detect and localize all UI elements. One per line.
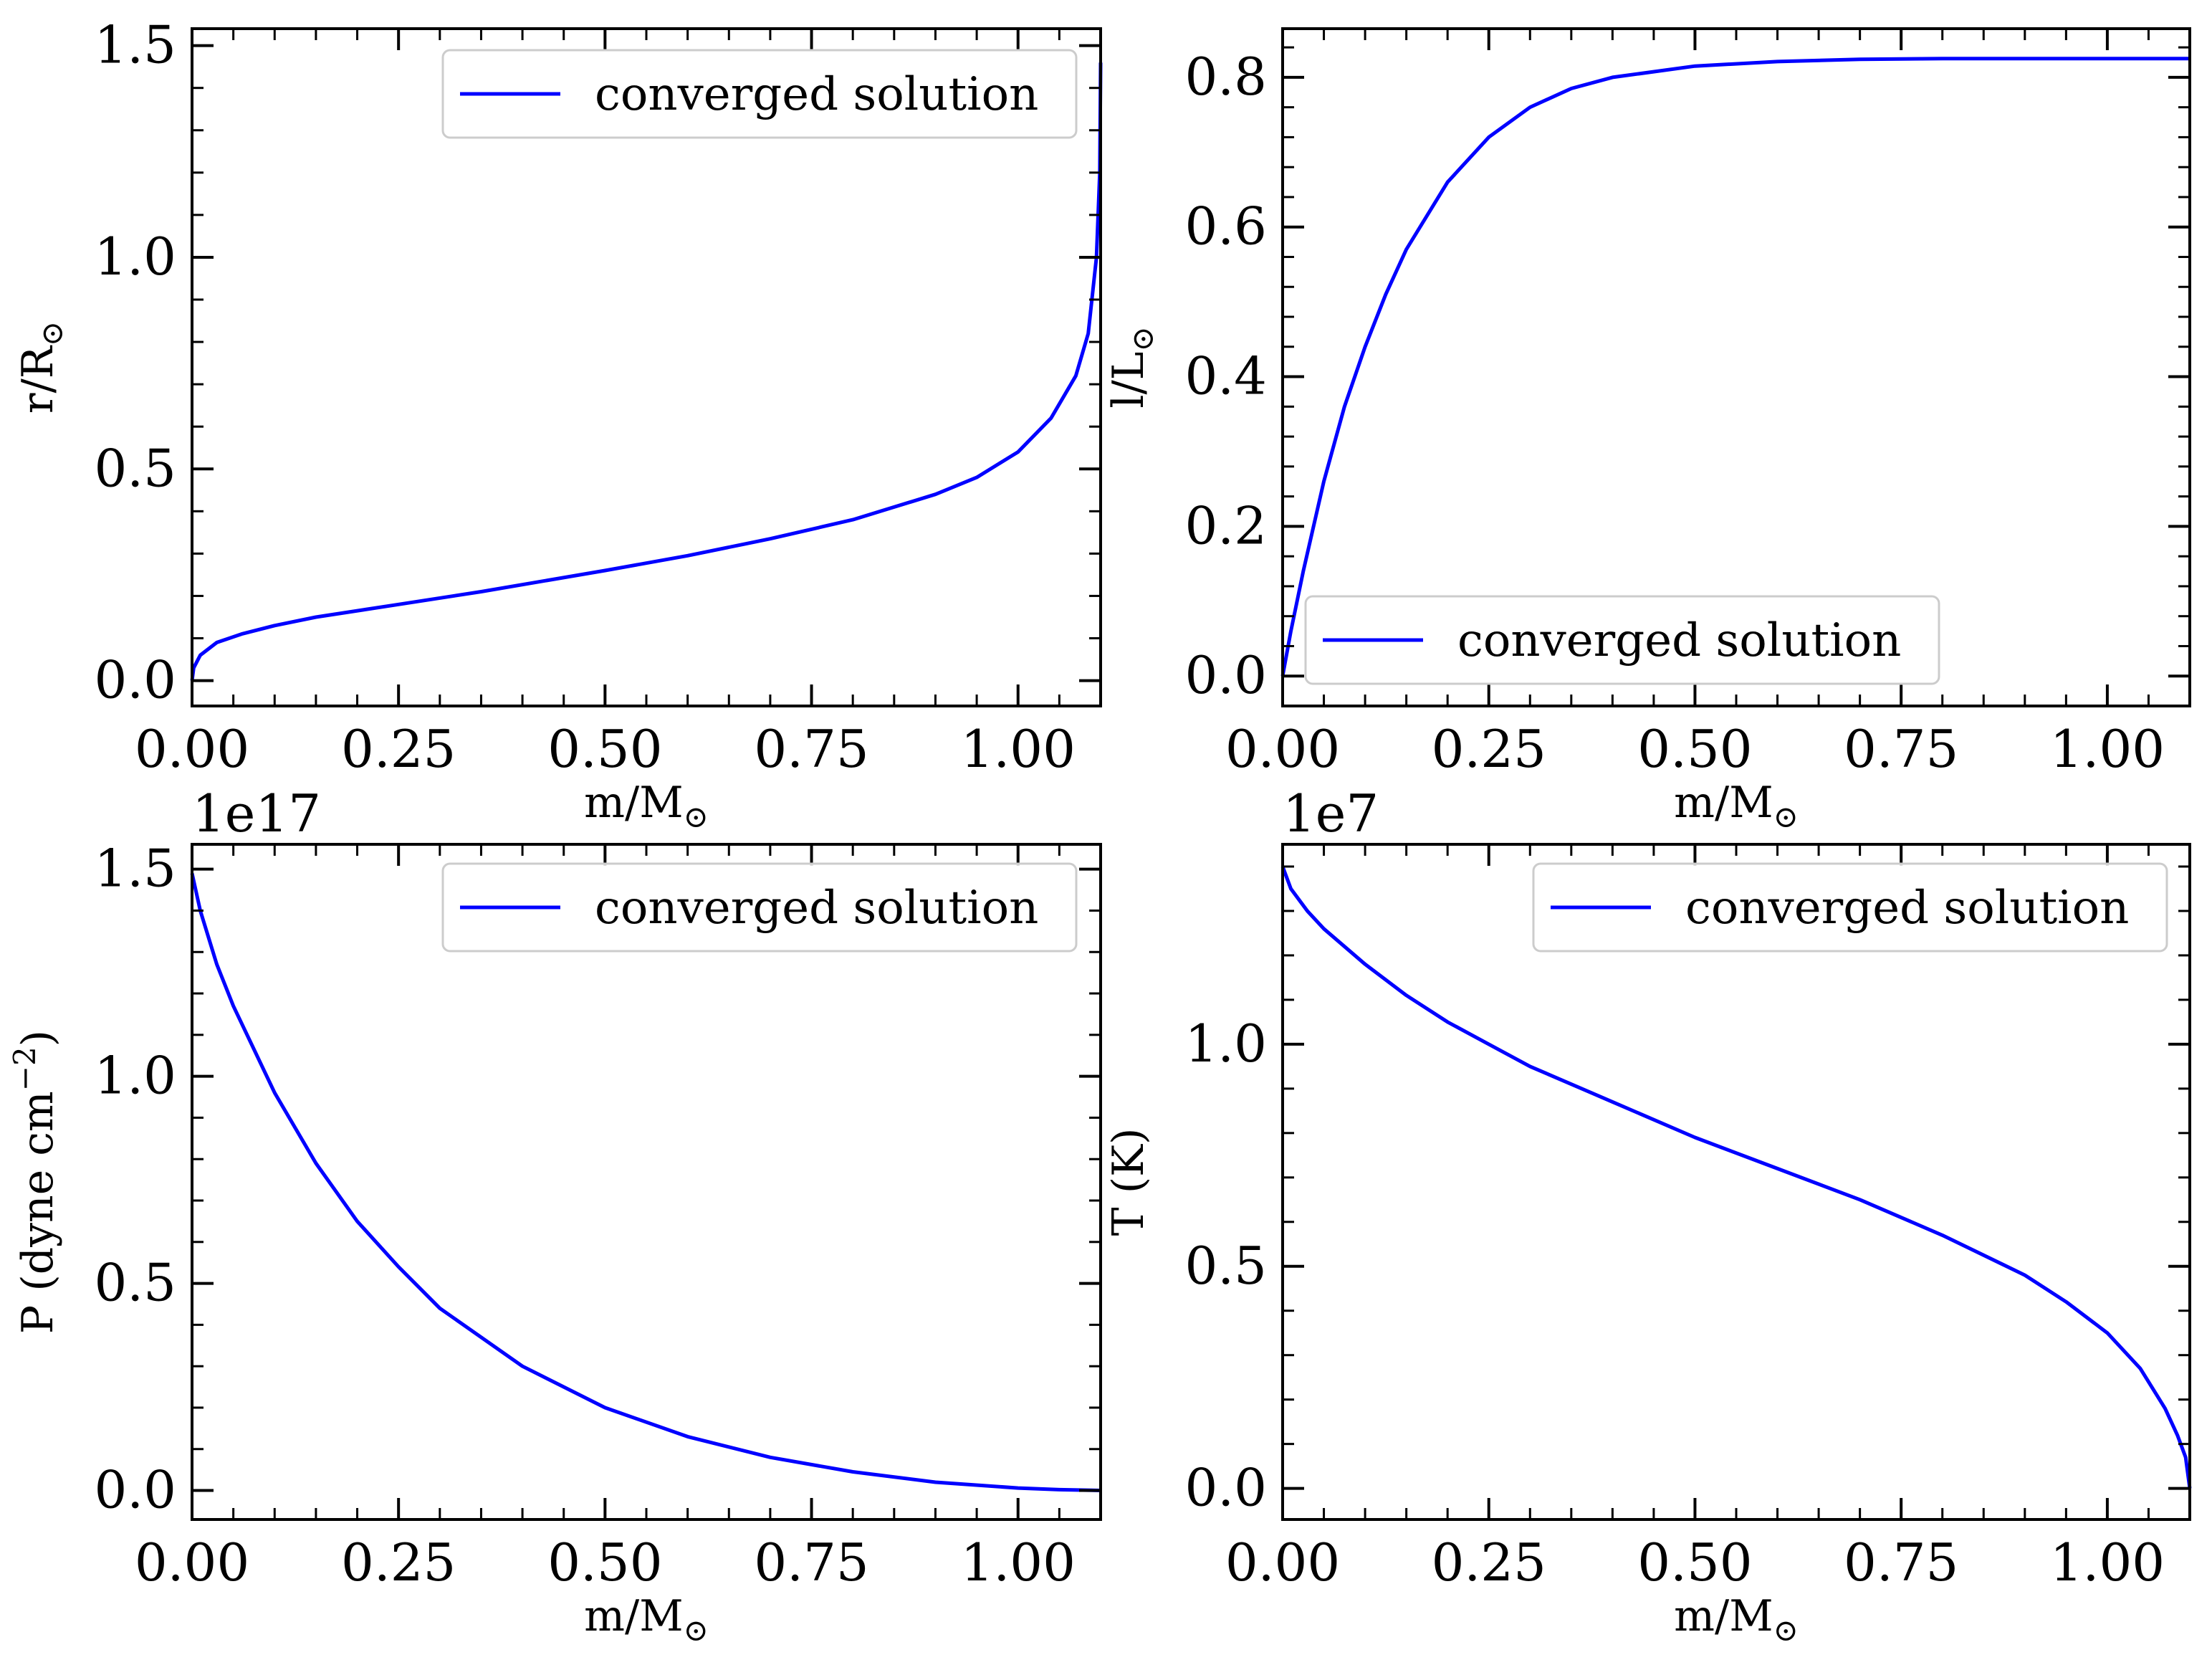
panel-2: 0.00 0.25 0.50 0.75 1.000.00.20.40.60.8m/M⊙l… (1103, 27, 2191, 834)
y-tick-label: 0.6 (1184, 196, 1267, 257)
y-tick-label: 1.0 (94, 226, 176, 287)
legend-label: converged solution (595, 882, 1038, 935)
series-line (1280, 866, 2192, 1489)
y-axis-label-text: l/L (1103, 351, 1154, 408)
y-axis-label-exponent: −2 (7, 1046, 42, 1091)
y-tick-label: 0.8 (1184, 47, 1267, 107)
series-line (190, 872, 1101, 1492)
series-line (1280, 57, 2190, 677)
legend-label: converged solution (595, 68, 1038, 121)
y-tick-label: 0.4 (1184, 346, 1267, 406)
x-tick-label: 0.75 (754, 719, 868, 779)
y-axis-label: P (dyne cm−2) (7, 1030, 63, 1334)
y-axis-label-symbol: ⊙ (1125, 326, 1160, 351)
x-tick-label: 0.50 (547, 719, 662, 779)
y-tick-label: 1.5 (94, 15, 176, 75)
x-tick-label: 0.00 (135, 1532, 249, 1593)
legend: converged solution (1304, 595, 1940, 685)
y-tick-label: 1.0 (1184, 1013, 1267, 1074)
x-tick-label: 0.25 (1432, 719, 1546, 779)
y-axis-label: l/L⊙ (1103, 326, 1160, 408)
x-tick-label: 1.00 (961, 1532, 1076, 1593)
x-axis-label: m/M⊙ (1674, 1591, 1799, 1648)
y-tick-label: 0.0 (1184, 645, 1267, 705)
x-tick-label: 0.25 (1432, 1532, 1546, 1593)
legend-box (441, 49, 1078, 139)
legend-box (1304, 595, 1940, 685)
x-axis-label: m/M⊙ (1674, 778, 1799, 834)
legend-box (1532, 862, 2168, 953)
x-tick-label: 0.50 (1637, 719, 1752, 779)
y-tick-label: 0.0 (1184, 1458, 1267, 1518)
x-tick-label: 0.75 (1844, 719, 1958, 779)
offset-text: 1e7 (1283, 783, 1379, 844)
axes-frame (191, 843, 1102, 1521)
offset-text: 1e17 (192, 783, 321, 844)
y-axis-label: T (K) (1103, 1128, 1154, 1236)
legend-label: converged solution (1457, 614, 1901, 667)
x-axis-label: m/M⊙ (584, 778, 709, 834)
y-axis-label-symbol: ⊙ (34, 321, 70, 346)
y-tick-label: 0.5 (94, 1253, 176, 1313)
x-axis-label-text: m/M (1674, 778, 1773, 828)
x-axis-label-text: m/M (584, 778, 684, 828)
y-axis-label: r/R⊙ (13, 321, 70, 414)
x-tick-label: 0.00 (135, 719, 249, 779)
legend-box (441, 862, 1078, 953)
y-axis-label-text: r/R (13, 345, 63, 414)
x-tick-label: 1.00 (2050, 1532, 2165, 1593)
x-tick-label: 1.00 (2050, 719, 2165, 779)
panel-4: 0.00 0.25 0.50 0.75 1.000.00.51.0m/M⊙T (K)1e… (1103, 783, 2192, 1648)
x-axis-label-symbol: ⊙ (1773, 1613, 1799, 1648)
x-tick-label: 0.25 (341, 1532, 456, 1593)
x-axis-label-symbol: ⊙ (1773, 799, 1799, 834)
x-tick-label: 0.25 (341, 719, 456, 779)
y-tick-label: 0.5 (1184, 1236, 1267, 1296)
x-tick-label: 0.50 (547, 1532, 662, 1593)
x-axis-label-symbol: ⊙ (684, 1613, 709, 1648)
y-tick-label: 0.2 (1184, 495, 1267, 555)
y-axis-label-text: T (K) (1103, 1128, 1154, 1236)
y-axis-label-close: ) (13, 1030, 63, 1046)
legend: converged solution (441, 862, 1078, 953)
x-tick-label: 0.75 (754, 1532, 868, 1593)
legend: converged solution (441, 49, 1078, 139)
x-tick-label: 0.00 (1225, 719, 1340, 779)
legend-label: converged solution (1685, 882, 2129, 935)
axes-frame (1281, 843, 2191, 1521)
panel-3: 0.00 0.25 0.50 0.75 1.000.00.51.01.5m/M⊙P (d… (7, 783, 1102, 1648)
y-tick-label: 0.0 (94, 650, 176, 710)
axes-frame (1281, 27, 2191, 707)
y-axis-label-text: P (dyne cm (13, 1091, 63, 1334)
y-tick-label: 1.0 (94, 1046, 176, 1106)
x-tick-label: 0.00 (1225, 1532, 1340, 1593)
panel-1: 0.00 0.25 0.50 0.75 1.000.00.51.01.5m/M⊙r/R⊙… (13, 15, 1103, 834)
axes-frame (191, 27, 1102, 707)
x-tick-label: 1.00 (961, 719, 1076, 779)
x-axis-label-text: m/M (584, 1591, 684, 1641)
x-axis-label-symbol: ⊙ (684, 799, 709, 834)
x-axis-label-text: m/M (1674, 1591, 1773, 1641)
y-tick-label: 0.5 (94, 438, 176, 498)
x-axis-label: m/M⊙ (584, 1591, 709, 1648)
x-tick-label: 0.75 (1844, 1532, 1958, 1593)
legend: converged solution (1532, 862, 2168, 953)
series-line (190, 62, 1103, 681)
y-tick-label: 0.0 (94, 1460, 176, 1520)
x-tick-label: 0.50 (1637, 1532, 1752, 1593)
y-tick-label: 1.5 (94, 839, 176, 899)
